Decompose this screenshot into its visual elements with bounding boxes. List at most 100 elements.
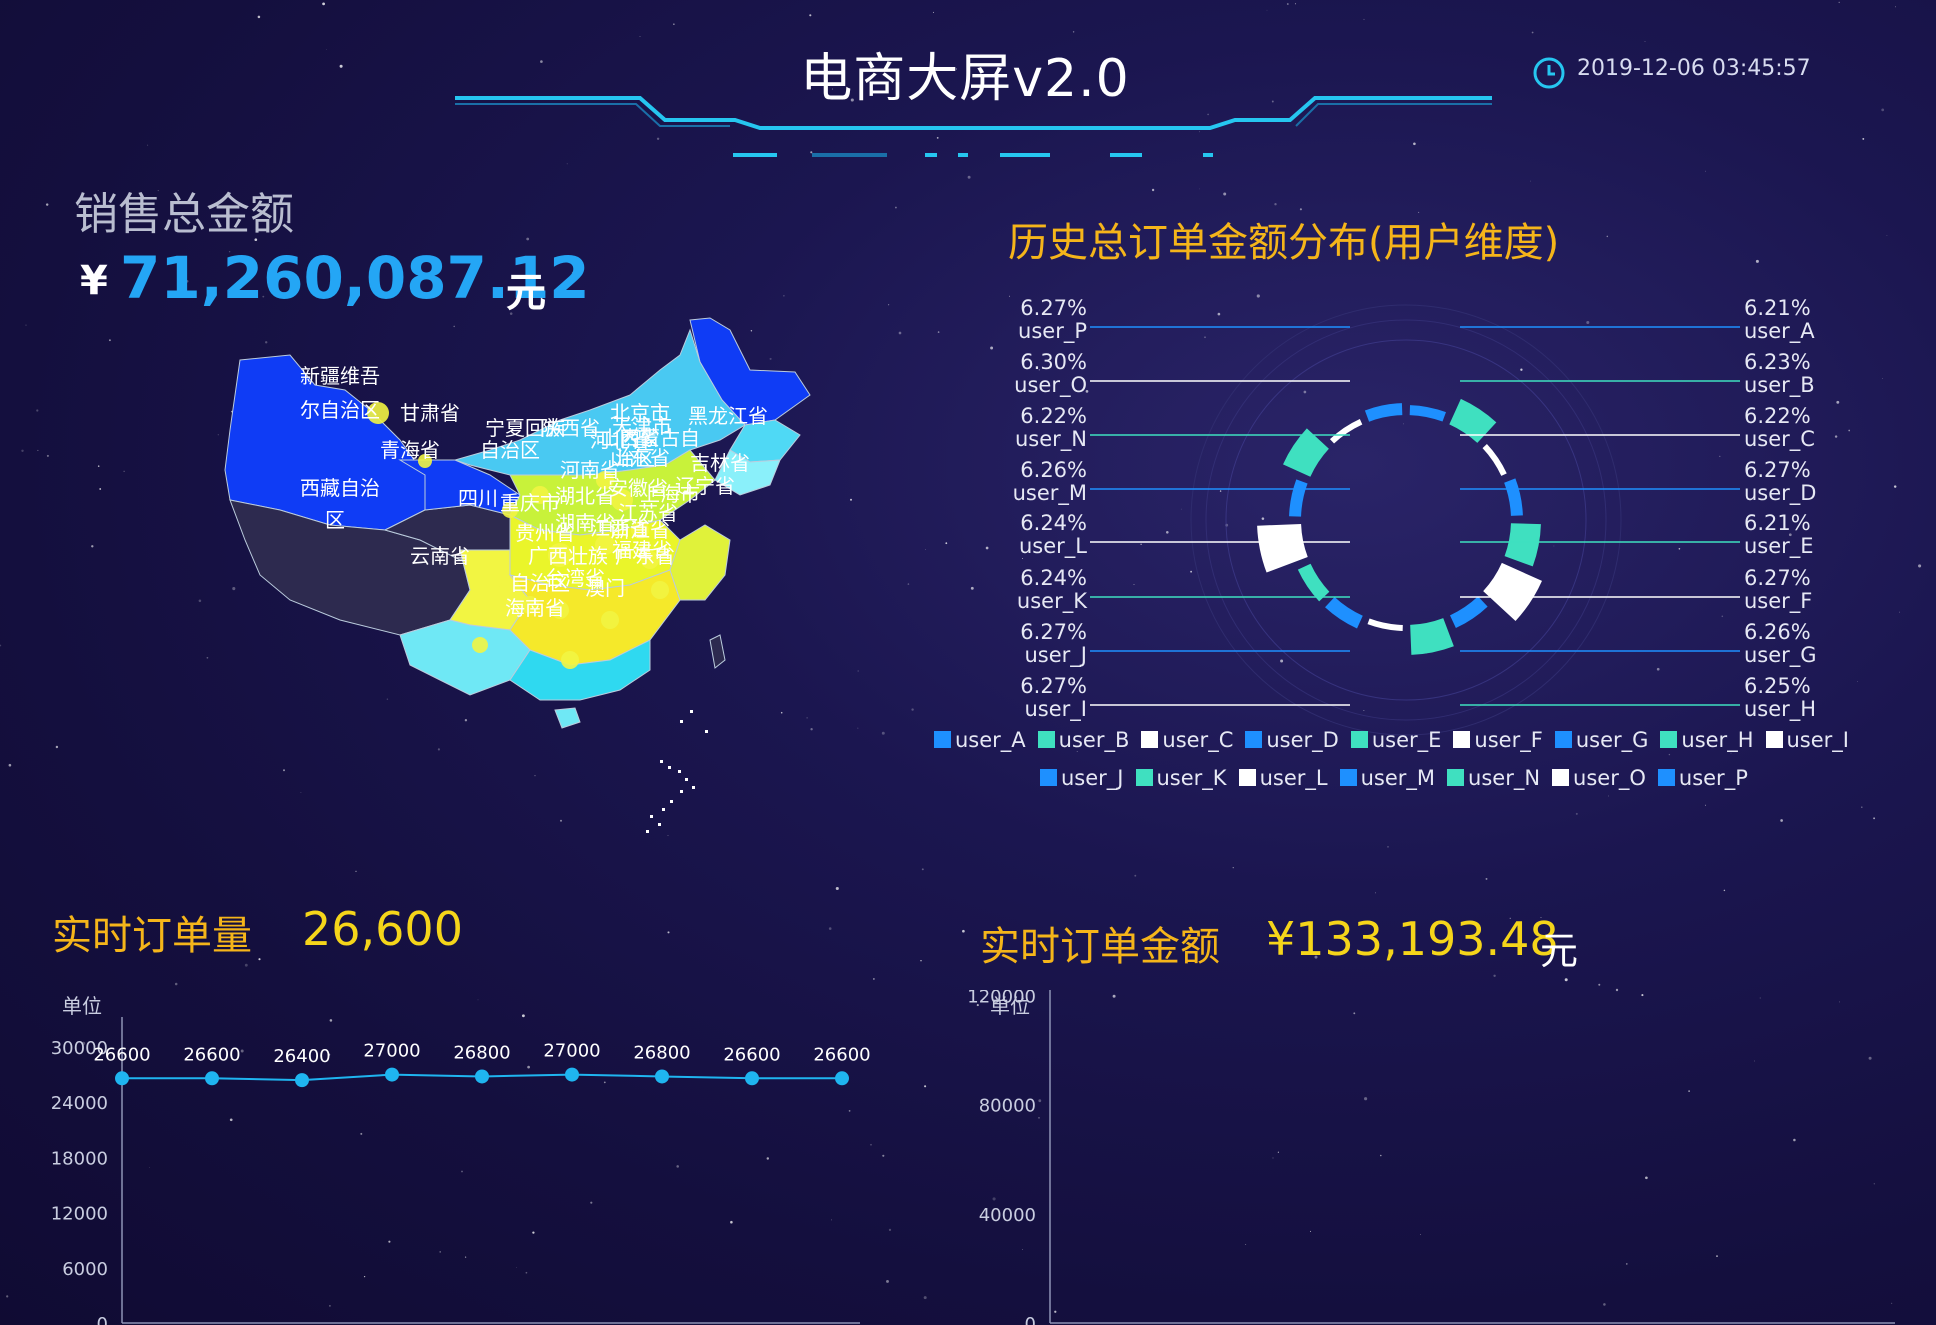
donut-segment-user_I[interactable] [1367, 618, 1403, 631]
donut-pct-user_P: 6.27% [1020, 296, 1087, 320]
data-label: 26800 [453, 1042, 510, 1063]
donut-user-user_J: user_J [1025, 643, 1088, 668]
donut-pct-user_E: 6.21% [1744, 511, 1811, 535]
data-label: 26600 [183, 1044, 240, 1065]
legend-item-user_I[interactable]: user_I [1765, 728, 1849, 752]
legend-label: user_L [1259, 766, 1328, 790]
order-distribution-donut[interactable]: 6.21%user_A6.23%user_B6.22%user_C6.27%us… [960, 285, 1920, 805]
legend-swatch [934, 731, 951, 748]
map-region-hainan[interactable] [554, 707, 581, 729]
data-point[interactable] [835, 1071, 849, 1086]
donut-segment-user_G[interactable] [1450, 596, 1488, 629]
donut-segment-user_D[interactable] [1504, 478, 1523, 516]
realtime-orders-chart: 单位 30000 24000 18000 12000 6000 0 26600 26600 264… [51, 994, 871, 1325]
legend-label: user_O [1573, 766, 1646, 790]
donut-user-user_M: user_M [1013, 481, 1087, 506]
map-region-guangdong[interactable] [509, 639, 651, 701]
data-point[interactable] [115, 1071, 129, 1086]
legend-item-user_A[interactable]: user_A [934, 728, 1026, 752]
map-label: 河南省 [560, 458, 620, 482]
y-tick-label: 0 [97, 1314, 108, 1325]
data-point[interactable] [295, 1073, 309, 1088]
legend-swatch [1350, 731, 1368, 748]
page-title: 电商大屏v2.0 [800, 49, 1130, 109]
sales-total-unit: 元 [506, 270, 546, 316]
map-label: 河北省 [590, 428, 650, 452]
data-point[interactable] [565, 1067, 579, 1082]
map-label: 上海市 [640, 482, 700, 506]
donut-user-user_E: user_E [1744, 534, 1814, 559]
donut-segment-user_E[interactable] [1504, 523, 1541, 567]
legend-item-user_G[interactable]: user_G [1554, 728, 1648, 752]
donut-segment-user_C[interactable] [1482, 444, 1507, 476]
y-tick-label: 0 [1025, 1314, 1036, 1325]
map-region-yunnan[interactable] [399, 619, 531, 696]
map-label: 浙江省 [610, 518, 670, 542]
legend-item-user_O[interactable]: user_O [1552, 766, 1646, 790]
legend-label: user_J [1061, 766, 1124, 790]
y-tick-label: 30000 [51, 1038, 108, 1059]
map-label: 湖北省 [555, 484, 615, 508]
donut-segment-user_O[interactable] [1329, 419, 1363, 444]
map-label: 天津市 [612, 414, 672, 438]
data-point[interactable] [205, 1071, 219, 1086]
donut-user-user_D: user_D [1744, 481, 1816, 506]
y-tick-label: 80000 [979, 1096, 1036, 1117]
map-label: 四川 [458, 486, 498, 510]
donut-user-user_N: user_N [1015, 427, 1087, 452]
map-label: 治区 [615, 446, 655, 470]
legend-item-user_F[interactable]: user_F [1453, 728, 1543, 752]
donut-user-user_L: user_L [1019, 534, 1087, 559]
donut-segment-user_B[interactable] [1449, 398, 1497, 443]
legend-item-user_D[interactable]: user_D [1245, 728, 1339, 752]
legend-item-user_B[interactable]: user_B [1037, 728, 1129, 752]
legend-swatch [1554, 731, 1572, 748]
map-label: 黑龙江省 [688, 404, 768, 428]
donut-segment-user_M[interactable] [1289, 479, 1308, 517]
map-label: 云南省 [410, 544, 470, 568]
data-point[interactable] [745, 1071, 759, 1086]
donut-segment-user_P[interactable] [1364, 403, 1403, 422]
data-point[interactable] [475, 1069, 489, 1084]
donut-segment-user_L[interactable] [1257, 524, 1308, 573]
donut-user-user_C: user_C [1744, 427, 1815, 452]
data-point[interactable] [385, 1067, 399, 1082]
donut-user-user_K: user_K [1017, 589, 1088, 614]
donut-user-user_A: user_A [1744, 319, 1815, 344]
map-label: 江苏省 [618, 501, 678, 525]
legend-item-user_N[interactable]: user_N [1447, 766, 1540, 790]
donut-pct-user_I: 6.27% [1020, 674, 1087, 698]
legend-item-user_L[interactable]: user_L [1238, 766, 1328, 790]
donut-segment-user_H[interactable] [1410, 618, 1454, 655]
legend-item-user_C[interactable]: user_C [1141, 728, 1233, 752]
donut-segment-user_A[interactable] [1409, 405, 1446, 422]
map-label: 澳门 [585, 576, 625, 600]
y-tick-label: 18000 [51, 1148, 108, 1169]
legend-item-user_E[interactable]: user_E [1350, 728, 1441, 752]
data-point[interactable] [655, 1069, 669, 1084]
donut-user-user_G: user_G [1744, 643, 1817, 668]
legend-item-user_P[interactable]: user_P [1657, 766, 1748, 790]
legend-item-user_J[interactable]: user_J [1040, 766, 1124, 790]
donut-segment-user_K[interactable] [1297, 563, 1330, 602]
map-label: 青海省 [380, 438, 440, 462]
map-region-taiwan[interactable] [709, 634, 726, 669]
y-tick-label: 40000 [979, 1205, 1036, 1226]
donut-segment-user_F[interactable] [1483, 562, 1542, 622]
donut-pct-user_N: 6.22% [1020, 404, 1087, 428]
map-region-east-coast[interactable] [669, 524, 731, 601]
legend-item-user_K[interactable]: user_K [1135, 766, 1227, 790]
south-sea-islands [646, 710, 708, 833]
legend-swatch [1552, 769, 1570, 786]
realtime-amount-value: ¥133,193.48 [1266, 912, 1559, 966]
map-label: 自治区 [510, 571, 570, 595]
map-label: 福建省 [612, 538, 672, 562]
map-label: 北京市 [610, 401, 670, 425]
legend-item-user_M[interactable]: user_M [1339, 766, 1435, 790]
donut-segment-user_J[interactable] [1325, 596, 1363, 629]
legend-swatch [1238, 769, 1256, 786]
legend-item-user_H[interactable]: user_H [1660, 728, 1754, 752]
donut-segment-user_N[interactable] [1283, 428, 1329, 477]
